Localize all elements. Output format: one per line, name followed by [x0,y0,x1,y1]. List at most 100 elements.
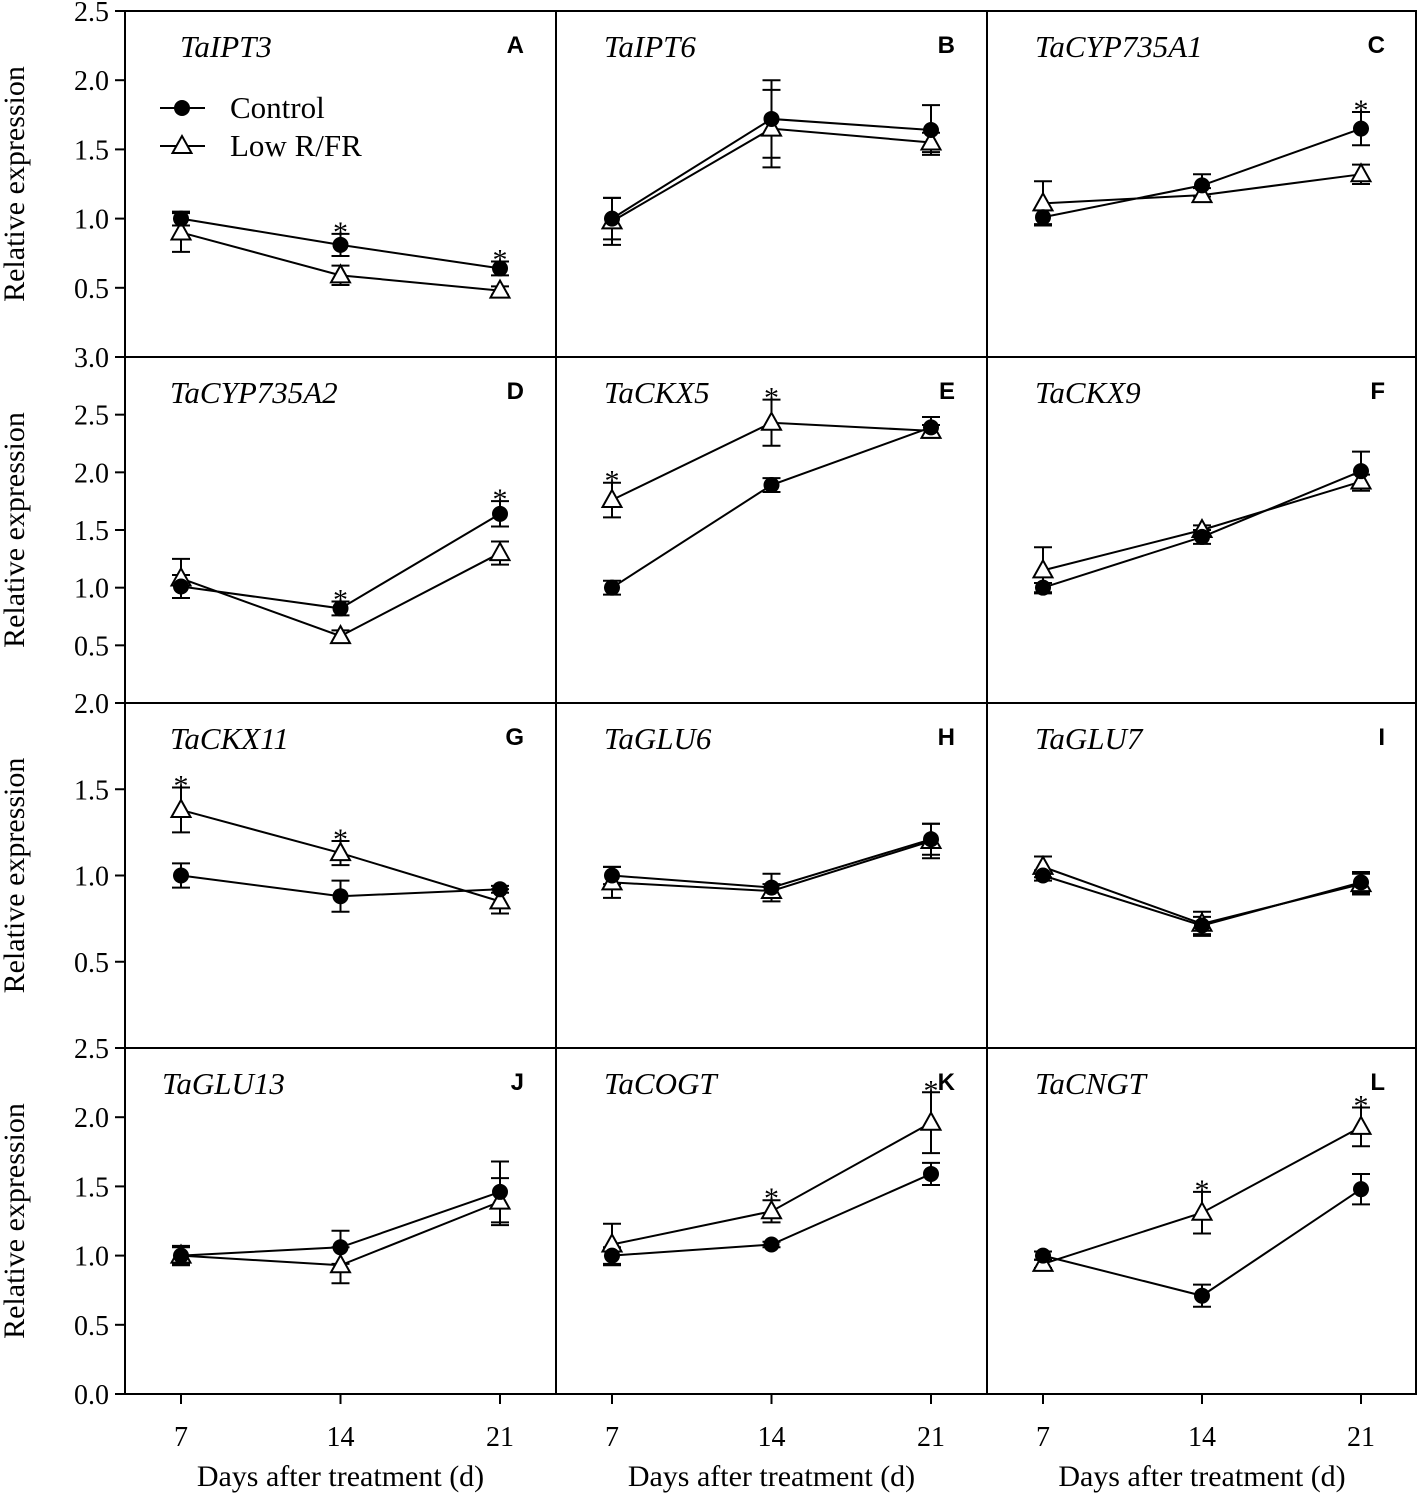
panel-letter-f: F [1370,378,1385,405]
marker-control-j-7 [173,1247,189,1264]
marker-control-k-14 [763,1236,780,1253]
marker-control-b-14 [763,110,780,127]
panel-letter-l: L [1370,1069,1385,1096]
y-axis-title: Relative expression [0,758,31,994]
panel-letter-j: J [511,1069,524,1096]
panel-letter-k: K [938,1069,956,1096]
marker-low-rfr-k-21 [919,1110,943,1131]
x-axis-title: Days after treatment (d) [1058,1460,1345,1493]
y-tick-label: 1.5 [74,516,109,547]
significance-star: * [333,823,348,856]
marker-low-rfr-e-14 [760,410,783,431]
marker-control-a-7 [173,210,189,227]
marker-control-d-7 [173,578,189,595]
panel-title-l: TaCNGT [1035,1066,1149,1101]
marker-control-l-21 [1353,1181,1369,1198]
marker-control-h-7 [604,867,620,884]
marker-control-h-14 [763,879,780,896]
marker-control-e-14 [763,477,780,494]
significance-star: * [493,483,508,516]
marker-control-e-7 [604,579,620,596]
y-tick-label: 1.0 [74,205,109,236]
marker-low-rfr-d-21 [488,541,512,562]
marker-low-rfr-d-14 [329,624,352,645]
marker-control-f-14 [1194,528,1210,545]
significance-star: * [764,1182,779,1215]
marker-control-f-21 [1353,463,1369,480]
significance-star: * [493,244,508,277]
significance-star: * [333,216,348,249]
marker-low-rfr-a-21 [488,278,512,299]
panel-letter-g: G [505,724,524,751]
panel-title-a: TaIPT3 [180,29,272,64]
marker-low-rfr-f-21 [1349,469,1373,490]
marker-low-rfr-g-21 [488,889,512,910]
x-tick-label: 7 [605,1422,619,1453]
y-tick-label: 0.0 [74,1380,109,1411]
marker-low-rfr-g-14 [329,841,352,862]
x-tick-label: 14 [758,1422,786,1453]
y-tick-label: 2.0 [74,1103,109,1134]
marker-control-k-7 [604,1247,620,1264]
marker-control-d-14 [332,600,349,617]
panel-title-j: TaGLU13 [162,1066,285,1101]
marker-control-c-7 [1035,209,1051,226]
x-tick-label: 14 [1188,1422,1216,1453]
y-axis-title: Relative expression [0,1103,31,1339]
x-tick-label: 7 [1036,1422,1050,1453]
y-tick-label: 2.5 [74,401,109,432]
marker-control-b-7 [604,210,620,227]
legend-label-low-rfr: Low R/FR [230,128,362,163]
y-tick-label: 1.0 [74,574,109,605]
marker-control-g-14 [332,888,349,905]
marker-control-k-21 [923,1165,939,1182]
x-tick-label: 14 [327,1422,355,1453]
panel-letter-a: A [507,32,524,59]
marker-low-rfr-j-14 [329,1253,352,1274]
series-line-c-control [1042,127,1362,219]
significance-star: * [764,382,779,415]
y-tick-label: 1.0 [74,862,109,893]
marker-low-rfr-l-21 [1349,1114,1373,1135]
marker-control-i-7 [1035,867,1051,884]
marker-control-f-7 [1035,579,1051,596]
marker-control-j-21 [492,1183,508,1200]
marker-low-rfr-b-14 [760,116,783,137]
y-tick-label: 0.5 [74,274,109,305]
significance-star: * [924,1074,939,1107]
marker-low-rfr-c-7 [1031,191,1055,212]
panel-title-k: TaCOGT [604,1066,719,1101]
y-tick-label: 1.0 [74,1242,109,1273]
x-tick-label: 21 [486,1422,514,1453]
significance-star: * [174,770,189,803]
marker-control-c-14 [1194,177,1210,194]
marker-control-g-7 [173,867,189,884]
y-tick-label: 2.5 [74,1034,109,1065]
panel-title-i: TaGLU7 [1035,721,1144,756]
y-tick-label: 2.5 [74,0,109,28]
y-tick-label: 3.0 [74,343,109,374]
significance-star: * [605,465,620,498]
marker-control-c-21 [1353,120,1369,137]
y-tick-label: 2.0 [74,689,109,720]
panel-letter-d: D [507,378,524,405]
marker-low-rfr-b-21 [919,130,943,151]
marker-control-g-21 [492,881,508,898]
legend-marker-control [174,100,190,116]
series-line-e-control [611,426,932,589]
marker-low-rfr-a-7 [169,220,193,241]
marker-low-rfr-g-7 [169,797,193,818]
marker-control-d-21 [492,505,508,522]
y-axis-title: Relative expression [0,412,31,648]
marker-low-rfr-f-7 [1031,558,1055,579]
x-tick-label: 21 [1347,1422,1375,1453]
marker-control-h-21 [923,831,939,848]
marker-low-rfr-k-14 [760,1199,783,1220]
legend-label-control: Control [230,90,325,125]
panel-letter-h: H [938,724,955,751]
x-axis-title: Days after treatment (d) [628,1460,915,1493]
marker-control-a-21 [492,260,508,277]
y-tick-label: 0.5 [74,631,109,662]
x-tick-label: 7 [174,1422,188,1453]
